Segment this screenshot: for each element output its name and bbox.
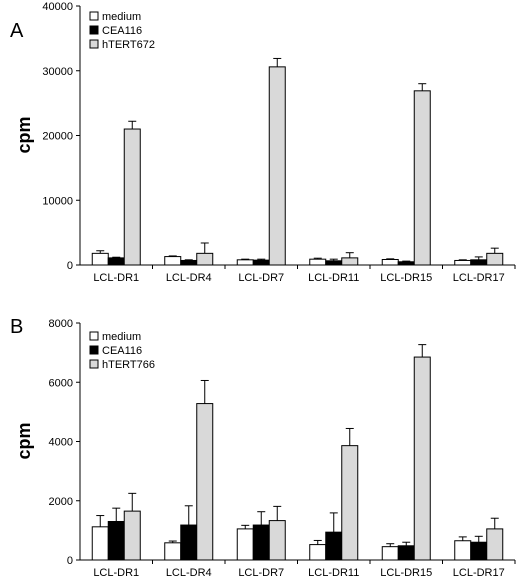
x-tick-label: LCL-DR4: [166, 567, 212, 578]
y-tick-label: 0: [67, 260, 73, 272]
bar-cea116: [180, 259, 198, 266]
y-tick-label: 0: [67, 555, 73, 567]
bar-medium: [164, 256, 182, 266]
y-tick-label: 8000: [49, 318, 73, 330]
bar-medium: [164, 542, 182, 561]
legend-swatch: [89, 11, 99, 21]
bar-medium: [236, 528, 254, 561]
bar-htert766: [341, 445, 359, 561]
bar-medium: [236, 259, 254, 266]
bar-cea116: [252, 259, 270, 266]
bar-cea116: [107, 257, 125, 266]
x-tick-label: LCL-DR15: [380, 567, 432, 578]
bar-htert672: [123, 128, 141, 266]
legend-label: medium: [102, 11, 141, 23]
bar-medium: [381, 258, 399, 266]
x-tick-label: LCL-DR17: [453, 272, 505, 284]
x-tick-label: LCL-DR7: [238, 567, 284, 578]
bar-medium: [309, 258, 327, 266]
y-axis-title: cpm: [14, 116, 34, 153]
y-tick-label: 4000: [49, 437, 73, 449]
bar-htert766: [123, 510, 141, 561]
bar-medium: [309, 544, 327, 561]
y-tick-label: 6000: [49, 377, 73, 389]
bar-cea116: [107, 520, 125, 561]
y-tick-label: 40000: [42, 1, 73, 13]
bar-htert766: [268, 520, 286, 561]
bar-cea116: [325, 531, 343, 561]
legend-label: CEA116: [102, 345, 142, 357]
y-tick-label: 10000: [42, 195, 73, 207]
x-tick-label: LCL-DR4: [166, 272, 212, 284]
bar-htert672: [341, 257, 359, 266]
legend-label: medium: [102, 331, 141, 343]
y-axis-title: cpm: [14, 422, 34, 459]
legend-swatch: [89, 331, 99, 341]
bar-cea116: [325, 260, 343, 266]
bar-cea116: [470, 541, 488, 561]
bar-medium: [91, 252, 109, 266]
legend-swatch: [89, 39, 99, 49]
legend-swatch: [89, 345, 99, 355]
bar-cea116: [470, 259, 488, 266]
bar-htert766: [413, 356, 431, 561]
bar-medium: [454, 259, 472, 266]
bar-htert672: [268, 66, 286, 266]
legend-label: hTERT766: [102, 359, 155, 371]
bar-cea116: [180, 524, 198, 561]
x-tick-label: LCL-DR15: [380, 272, 432, 284]
bar-medium: [91, 526, 109, 561]
bar-medium: [381, 546, 399, 561]
y-tick-label: 30000: [42, 66, 73, 78]
y-tick-label: 20000: [42, 131, 73, 143]
bar-htert672: [196, 252, 214, 266]
bar-htert766: [196, 403, 214, 561]
y-tick-label: 2000: [49, 496, 73, 508]
x-tick-label: LCL-DR1: [93, 567, 139, 578]
bar-cea116: [397, 545, 415, 561]
bar-cea116: [252, 524, 270, 561]
bar-cea116: [397, 261, 415, 266]
legend-swatch: [89, 359, 99, 369]
legend-label: CEA116: [102, 25, 142, 37]
x-tick-label: LCL-DR7: [238, 272, 284, 284]
panel-label: B: [10, 316, 23, 338]
x-tick-label: LCL-DR1: [93, 272, 139, 284]
bar-htert672: [413, 90, 431, 266]
x-tick-label: LCL-DR11: [308, 272, 359, 284]
legend-swatch: [89, 25, 99, 35]
x-tick-label: LCL-DR11: [308, 567, 359, 578]
bar-htert766: [486, 528, 504, 561]
x-tick-label: LCL-DR17: [453, 567, 505, 578]
panel-label: A: [10, 20, 24, 42]
bar-medium: [454, 540, 472, 561]
bar-htert672: [486, 252, 504, 266]
legend-label: hTERT672: [102, 39, 155, 51]
